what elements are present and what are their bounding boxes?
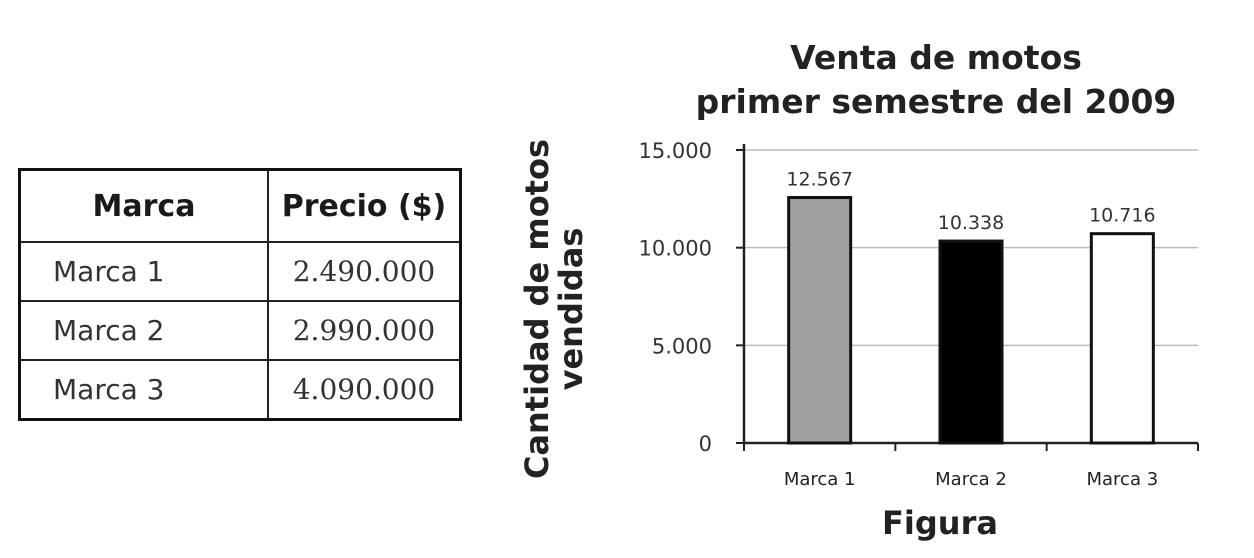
table-cell-price: 2.490.000 — [267, 241, 462, 302]
x-tick-label: Marca 1 — [784, 469, 856, 490]
data-label: 12.567 — [786, 169, 852, 191]
y-tick-label: 5.000 — [652, 334, 712, 358]
y-tick-label: 15.000 — [639, 139, 712, 163]
table-cell-brand: Marca 2 — [18, 300, 269, 361]
table-row: Marca 2 2.990.000 — [18, 300, 462, 361]
bar — [1089, 232, 1155, 445]
table-row: Marca 3 4.090.000 — [18, 359, 462, 421]
table-header-row: Marca Precio ($) — [18, 168, 462, 243]
bar — [938, 239, 1004, 445]
table-cell-brand: Marca 1 — [18, 241, 269, 302]
header-precio: Precio ($) — [267, 168, 462, 243]
x-tick-label: Marca 2 — [935, 469, 1007, 490]
data-label: 10.338 — [938, 212, 1004, 234]
x-tick-label: Marca 3 — [1086, 469, 1158, 490]
price-table: Marca Precio ($) Marca 1 2.490.000 Marca… — [18, 168, 462, 421]
chart-title-line-1: Venta de motos — [790, 38, 1082, 77]
table-cell-price: 2.990.000 — [267, 300, 462, 361]
chart-title: Venta de motos primer semestre del 2009 — [676, 36, 1196, 124]
x-axis-label: Figura — [882, 504, 998, 542]
table-cell-brand: Marca 3 — [18, 359, 269, 421]
y-tick-label: 10.000 — [639, 237, 712, 261]
y-tick-label: 0 — [699, 432, 712, 456]
table-cell-price: 4.090.000 — [267, 359, 462, 421]
chart-title-line-2: primer semestre del 2009 — [695, 82, 1177, 121]
table-row: Marca 1 2.490.000 — [18, 241, 462, 302]
header-marca: Marca — [18, 168, 269, 243]
data-label: 10.716 — [1089, 205, 1155, 227]
bar — [787, 196, 853, 445]
